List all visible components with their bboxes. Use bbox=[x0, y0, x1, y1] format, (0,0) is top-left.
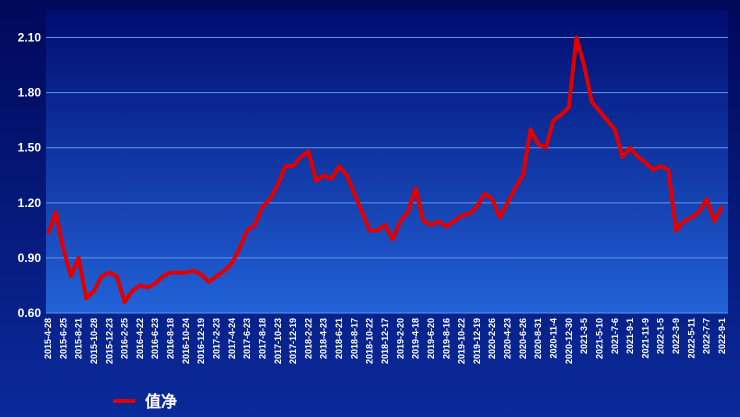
x-tick-label: 2016-10-24 bbox=[181, 318, 191, 364]
x-tick-label: 2021-7-6 bbox=[610, 318, 620, 354]
x-tick-label: 2019-2-20 bbox=[395, 318, 405, 359]
x-tick-label: 2018-6-21 bbox=[334, 318, 344, 359]
plot-area bbox=[46, 10, 728, 313]
legend-label: 值净 bbox=[145, 392, 177, 411]
x-tick-label: 2015-6-25 bbox=[58, 318, 68, 359]
x-tick-label: 2021-3-5 bbox=[579, 318, 589, 354]
x-tick-label: 2015-12-23 bbox=[104, 318, 114, 364]
y-tick-label: 2.10 bbox=[18, 31, 42, 45]
x-tick-label: 2017-12-19 bbox=[288, 318, 298, 364]
y-tick-label: 1.20 bbox=[18, 196, 42, 210]
x-tick-label: 2015-10-28 bbox=[89, 318, 99, 364]
x-tick-label: 2021-5-10 bbox=[594, 318, 604, 359]
x-tick-label: 2017-4-24 bbox=[227, 318, 237, 359]
x-tick-label: 2017-10-23 bbox=[273, 318, 283, 364]
x-tick-label: 2018-2-22 bbox=[303, 318, 313, 359]
x-tick-label: 2017-2-23 bbox=[212, 318, 222, 359]
x-tick-label: 2022-1-5 bbox=[656, 318, 666, 354]
x-tick-label: 2018-8-17 bbox=[349, 318, 359, 359]
x-tick-label: 2019-8-16 bbox=[441, 318, 451, 359]
x-tick-label: 2019-12-19 bbox=[472, 318, 482, 364]
x-tick-label: 2015-4-28 bbox=[43, 318, 53, 359]
x-tick-label: 2022-3-9 bbox=[671, 318, 681, 354]
x-tick-label: 2018-10-22 bbox=[365, 318, 375, 364]
x-tick-label: 2018-4-23 bbox=[319, 318, 329, 359]
x-tick-label: 2016-4-22 bbox=[135, 318, 145, 359]
x-tick-label: 2017-8-18 bbox=[257, 318, 267, 359]
x-tick-label: 2020-11-4 bbox=[549, 318, 559, 359]
x-tick-label: 2020-12-30 bbox=[564, 318, 574, 364]
x-tick-label: 2019-10-22 bbox=[457, 318, 467, 364]
x-tick-label: 2019-6-20 bbox=[426, 318, 436, 359]
x-tick-label: 2017-6-23 bbox=[242, 318, 252, 359]
x-tick-label: 2020-2-26 bbox=[487, 318, 497, 359]
y-tick-label: 1.50 bbox=[18, 141, 42, 155]
x-tick-label: 2020-8-31 bbox=[533, 318, 543, 359]
y-tick-label: 0.90 bbox=[18, 251, 42, 265]
x-tick-label: 2020-6-26 bbox=[518, 318, 528, 359]
x-tick-label: 2019-4-18 bbox=[411, 318, 421, 359]
x-tick-label: 2020-4-23 bbox=[503, 318, 513, 359]
data-line bbox=[46, 35, 724, 304]
x-tick-label: 2016-12-19 bbox=[196, 318, 206, 364]
x-tick-label: 2016-8-18 bbox=[166, 318, 176, 359]
y-tick-label: 1.80 bbox=[18, 86, 42, 100]
x-tick-label: 2016-6-23 bbox=[150, 318, 160, 359]
x-tick-label: 2021-9-1 bbox=[625, 318, 635, 354]
x-tick-label: 2015-8-21 bbox=[74, 318, 84, 359]
x-tick-label: 2022-5-11 bbox=[686, 318, 696, 359]
x-tick-label: 2022-7-7 bbox=[702, 318, 712, 354]
x-tick-label: 2018-12-17 bbox=[380, 318, 390, 364]
x-tick-label: 2016-2-25 bbox=[120, 318, 130, 359]
x-tick-label: 2022-9-1 bbox=[717, 318, 727, 354]
x-tick-label: 2021-11-9 bbox=[640, 318, 650, 359]
y-tick-label: 0.60 bbox=[18, 306, 42, 320]
